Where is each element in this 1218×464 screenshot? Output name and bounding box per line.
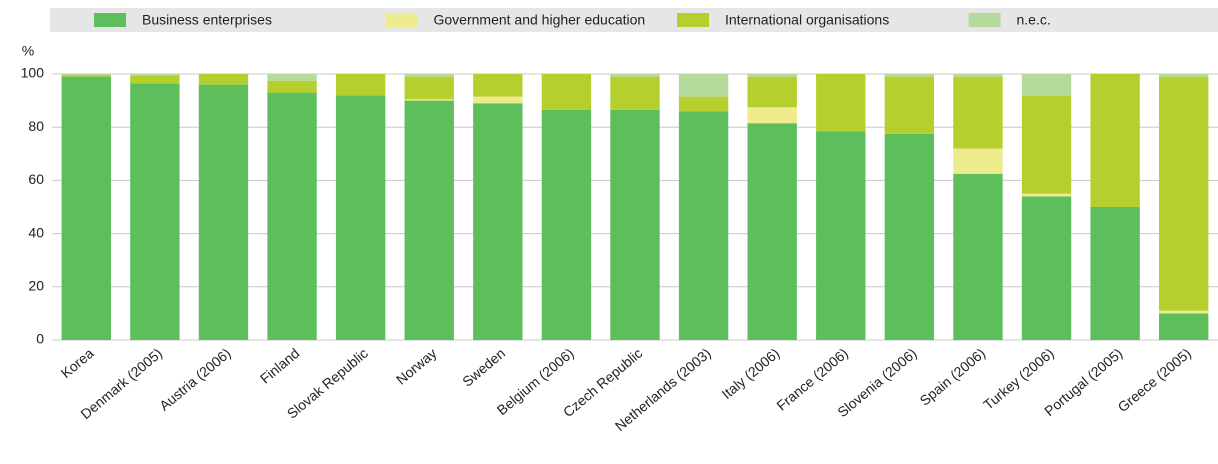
legend-label: n.e.c. [1017,12,1051,28]
bar-segment [61,76,111,340]
bar-segment [541,74,592,110]
legend-background [50,8,1218,32]
bar-segment [884,133,935,340]
bar-segment [541,109,592,340]
x-tick-label: Finland [257,345,302,387]
legend-swatch [385,13,418,27]
bar-segment [678,96,729,112]
bar-segment [267,74,317,81]
bar-segment [747,76,797,108]
bar-segment [267,92,317,341]
x-tick-label: Austria (2006) [156,345,234,414]
bar-segment [610,76,660,110]
bar-segment [1021,95,1072,194]
bar-segment [404,99,454,101]
bar-segment [1021,74,1072,96]
bar-segment [473,74,523,97]
bar-segment [335,74,386,96]
bar-segment [1021,196,1072,340]
bar-segment [816,131,866,340]
bar-segment [816,74,866,132]
bar-segment [473,96,523,104]
bar-segment [953,74,1003,77]
x-tick-label: Italy (2006) [719,345,783,402]
bar-segment [335,95,386,340]
bar-segment [884,74,935,77]
bar-segment [61,74,111,77]
bar-segment [130,83,180,340]
bar-segment [267,80,317,93]
bar-segment [404,74,454,77]
bar-segment [1159,74,1209,77]
bar-segment [1159,313,1209,340]
bar-segment [678,111,729,341]
bar-segment [747,123,797,341]
bar-segment [404,100,454,340]
x-tick-label: Greece (2005) [1115,345,1194,415]
bar-segment [747,74,797,77]
x-tick-label: Sweden [459,345,508,390]
legend-swatch [94,13,126,27]
bar-segment [1090,74,1140,207]
bar-segment [747,107,797,124]
bar-segment [953,173,1003,340]
legend-swatch [677,13,709,27]
legend-swatch [968,13,1001,27]
legend-label: Government and higher education [434,12,646,28]
x-tick-label: Spain (2006) [917,345,989,409]
y-axis-label: % [22,43,34,59]
y-tick-label: 100 [21,65,45,81]
y-tick-label: 60 [28,171,44,187]
legend-label: International organisations [725,12,889,28]
y-tick-label: 40 [28,224,44,240]
bar-segment [610,74,660,77]
y-tick-label: 80 [28,118,44,134]
x-tick-label: Korea [58,345,97,381]
bar-segment [1090,207,1140,340]
bar-segment [953,76,1003,149]
bar-segment [404,76,454,100]
bar-segment [1159,76,1209,311]
bar-segment [953,148,1003,174]
bar-segment [678,74,729,97]
bar-segment [1021,193,1072,197]
bar-segment [198,84,249,340]
bar-segment [198,74,249,85]
bar-segment [61,74,111,75]
legend-label: Business enterprises [142,12,272,28]
bar-segment [130,75,180,84]
bar-segment [130,74,180,76]
bar-segment [884,76,935,134]
bar-segment [473,103,523,340]
bar-segment [610,109,660,340]
x-tick-label: Norway [393,345,440,388]
y-tick-label: 20 [28,278,44,294]
y-tick-label: 0 [36,331,44,347]
bar-segment [1159,310,1209,314]
